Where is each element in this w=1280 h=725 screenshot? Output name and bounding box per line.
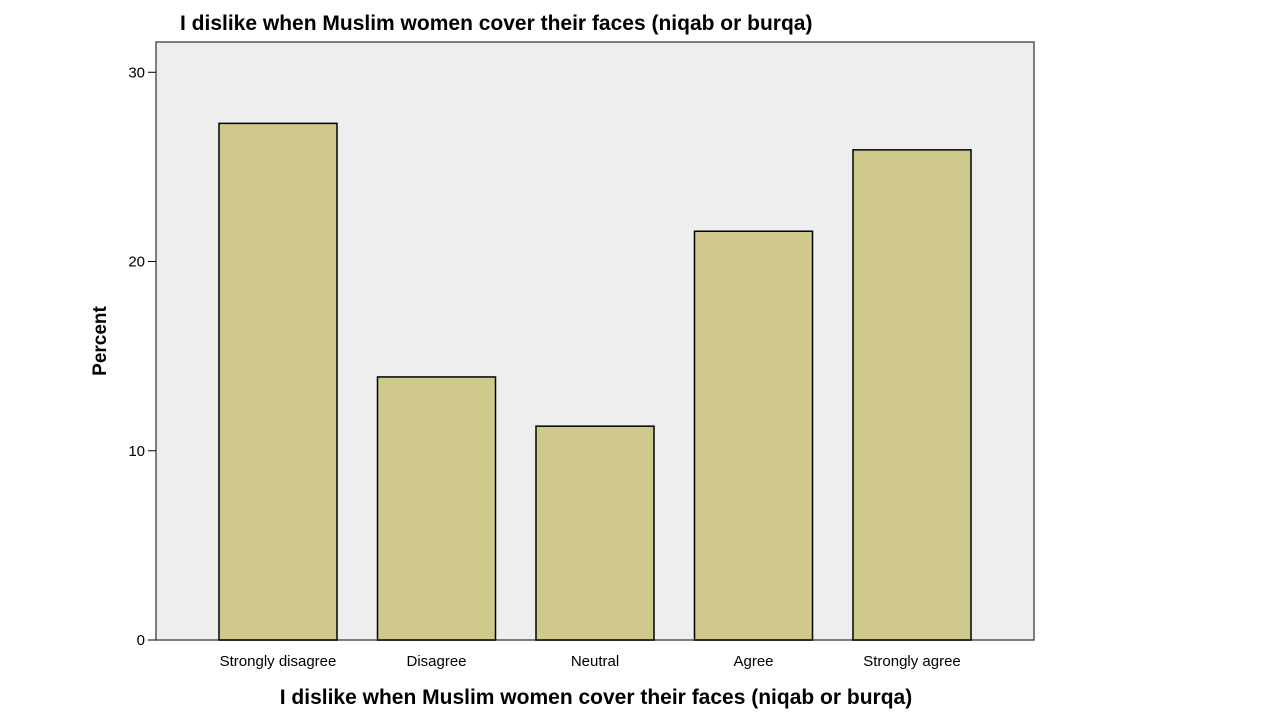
y-tick-label: 20 [128, 254, 145, 271]
chart-title: I dislike when Muslim women cover their … [180, 12, 812, 35]
y-tick-label: 10 [128, 443, 145, 460]
x-tick-label: Strongly disagree [220, 653, 337, 670]
x-tick-label: Agree [733, 653, 773, 670]
x-tick-label: Strongly agree [863, 653, 961, 670]
x-tick-label: Neutral [571, 653, 619, 670]
y-tick-label: 0 [137, 632, 145, 649]
bar [535, 425, 655, 641]
bar [376, 376, 497, 641]
bar [852, 149, 972, 641]
x-tick-label: Disagree [406, 653, 466, 670]
y-axis-label: Percent [90, 305, 111, 375]
bar [693, 230, 814, 641]
bar [218, 122, 338, 641]
y-tick-label: 30 [128, 64, 145, 81]
x-axis-label: I dislike when Muslim women cover their … [280, 686, 912, 709]
